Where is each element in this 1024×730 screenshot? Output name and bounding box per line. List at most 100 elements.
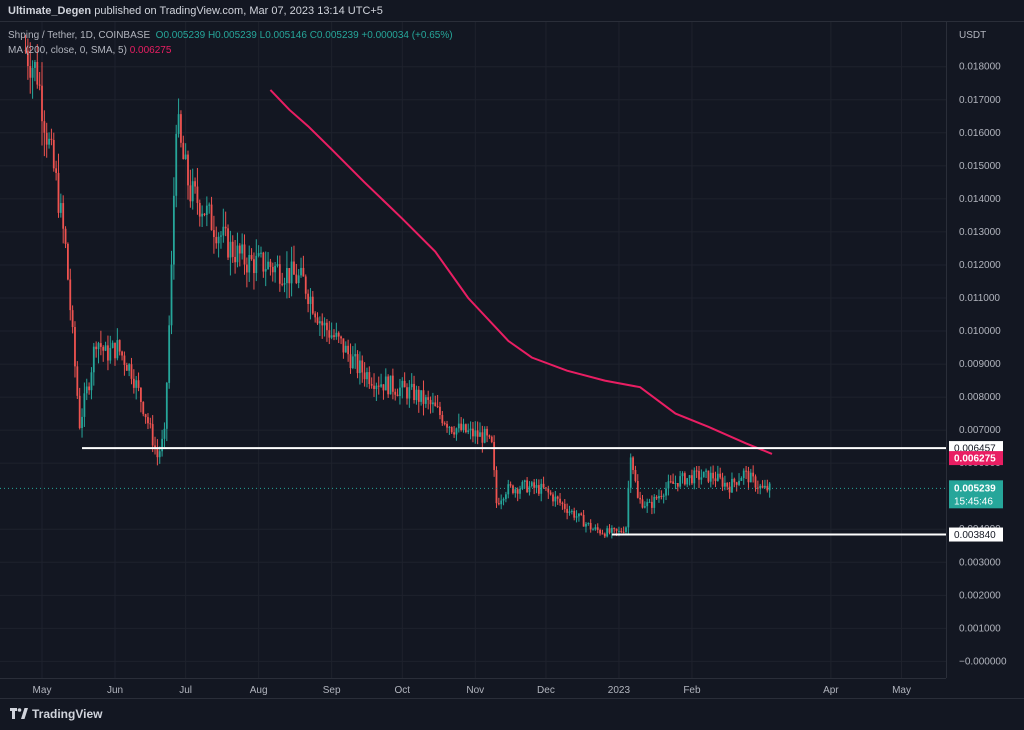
candle-body [450,427,453,433]
candle-body [368,372,371,385]
candle-body [651,501,653,508]
candle-body [295,274,298,284]
candle-body [34,61,36,68]
legend-ma-label[interactable]: MA (200, close, 0, SMA, 5) [8,45,127,56]
candle-body [177,114,180,134]
candle-body [274,265,277,273]
tradingview-logo[interactable]: TradingView [10,707,102,721]
candle-body [328,330,331,338]
candle-body [321,321,324,326]
candle-body [427,397,430,400]
candle-body [203,213,206,215]
price-scale[interactable]: 0.018000 0.017000 0.016000 0.015000 0.014000… [946,22,1024,678]
candle-body [104,345,107,351]
candle-body [194,181,196,187]
x-tick-label: 2023 [608,685,631,696]
candle-body [566,508,569,513]
candle-body [316,317,319,324]
candle-body [175,133,178,196]
ma-200-line[interactable] [269,89,773,455]
candle-body [568,511,571,513]
candle-body [349,354,352,369]
candle-body [361,360,364,373]
x-tick-label: Jun [107,685,123,696]
candle-body [526,480,528,493]
y-tick-label: 0.001000 [959,623,1001,634]
candle-body [653,496,656,508]
candle-body [147,417,149,424]
candle-body [469,428,472,431]
candle-body [608,528,611,533]
candle-body [742,470,745,479]
candle-body [603,533,606,537]
candle-body [220,235,222,237]
candle-body [311,296,314,314]
candle-body [52,139,55,169]
candle-body [283,283,286,285]
candle-body [629,457,632,488]
level-price-label: 0.006457 [954,444,996,455]
candle-body [632,457,634,470]
brand-name: TradingView [32,707,103,721]
candle-body [29,66,32,78]
candle-body [184,154,187,160]
candle-body [408,387,411,399]
candle-body [672,481,674,484]
candle-body [335,332,338,337]
candle-body [599,529,601,534]
candle-body [384,376,387,391]
candle-body [547,488,550,493]
candle-body [679,476,682,487]
candle-body [67,243,69,280]
candle-body [165,382,168,429]
candle-body [309,296,312,304]
candle-body [48,138,50,145]
candle-body [523,480,526,483]
candle-body [505,494,507,499]
x-tick-label: Feb [683,685,701,696]
candle-body [662,495,665,497]
candle-body [401,380,404,388]
legend-symbol[interactable]: Shping / Tether, 1D, COINBASE [8,30,151,41]
candle-body [271,266,274,273]
y-tick-label: 0.009000 [959,359,1001,370]
candle-body [738,480,740,485]
chart-pane[interactable] [0,22,946,678]
candle-body [674,483,677,485]
candle-body [457,423,460,429]
candle-body [123,355,126,365]
candle-body [578,513,580,517]
candle-body [483,428,486,443]
candle-body [620,530,623,532]
candle-body [481,432,484,443]
candle-body [434,402,437,407]
candle-body [85,386,88,394]
candle-body [389,375,392,395]
candle-body [594,527,597,530]
time-scale[interactable]: May Jun Jul Aug Sep Oct Nov Dec 2023 Feb Apr May [0,678,946,698]
candle-body [97,343,100,350]
candle-body [257,253,260,256]
candle-body [107,345,109,361]
candle-body [248,255,251,273]
candle-body [90,372,93,391]
candle-body [382,384,385,391]
footer: TradingView [0,698,1024,730]
candle-body [688,475,691,479]
candle-body [318,321,321,324]
candle-body [486,428,488,436]
candle-body [747,470,750,483]
x-tick-label: Dec [537,685,555,696]
candle-body [429,399,432,405]
candle-body [78,395,81,429]
candle-body [231,241,234,257]
y-tick-label: 0.002000 [959,590,1001,601]
candle-body [293,261,295,275]
chart-plot[interactable] [0,22,946,678]
author-name[interactable]: Ultimate_Degen [8,5,92,17]
x-tick-label: May [33,685,52,696]
candle-body [639,497,642,500]
candle-body [189,185,192,202]
candle-body [245,264,248,273]
last-price-tag [949,480,1003,509]
